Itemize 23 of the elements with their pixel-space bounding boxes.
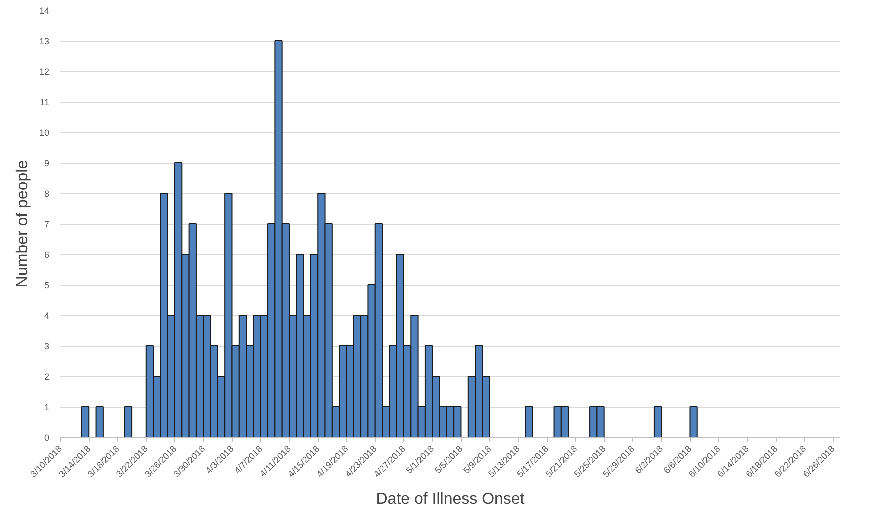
x-axis-title: Date of Illness Onset: [376, 490, 526, 508]
bar: [525, 406, 534, 438]
y-tick-label: 8: [44, 189, 50, 199]
y-tick-label: 11: [40, 98, 50, 108]
y-axis-title: Number of people: [14, 160, 32, 288]
y-tick-label: 5: [44, 280, 50, 290]
y-tick-label: 14: [39, 6, 50, 16]
bar: [124, 406, 133, 438]
y-tick-label: 6: [44, 250, 50, 260]
y-tick-label: 3: [44, 342, 50, 352]
y-tick-label: 10: [39, 128, 50, 138]
y-tick-label: 7: [44, 220, 50, 230]
y-tick-label: 2: [44, 372, 50, 382]
bar: [654, 406, 662, 438]
y-tick-label: 12: [39, 67, 50, 77]
y-tick-label: 0: [44, 433, 50, 443]
y-tick-label: 1: [44, 402, 50, 412]
bar: [690, 406, 698, 438]
bar: [96, 406, 104, 438]
y-tick-label: 13: [39, 36, 50, 46]
bar: [81, 406, 90, 438]
y-tick-label: 9: [44, 158, 50, 168]
y-tick-label: 4: [44, 311, 50, 321]
